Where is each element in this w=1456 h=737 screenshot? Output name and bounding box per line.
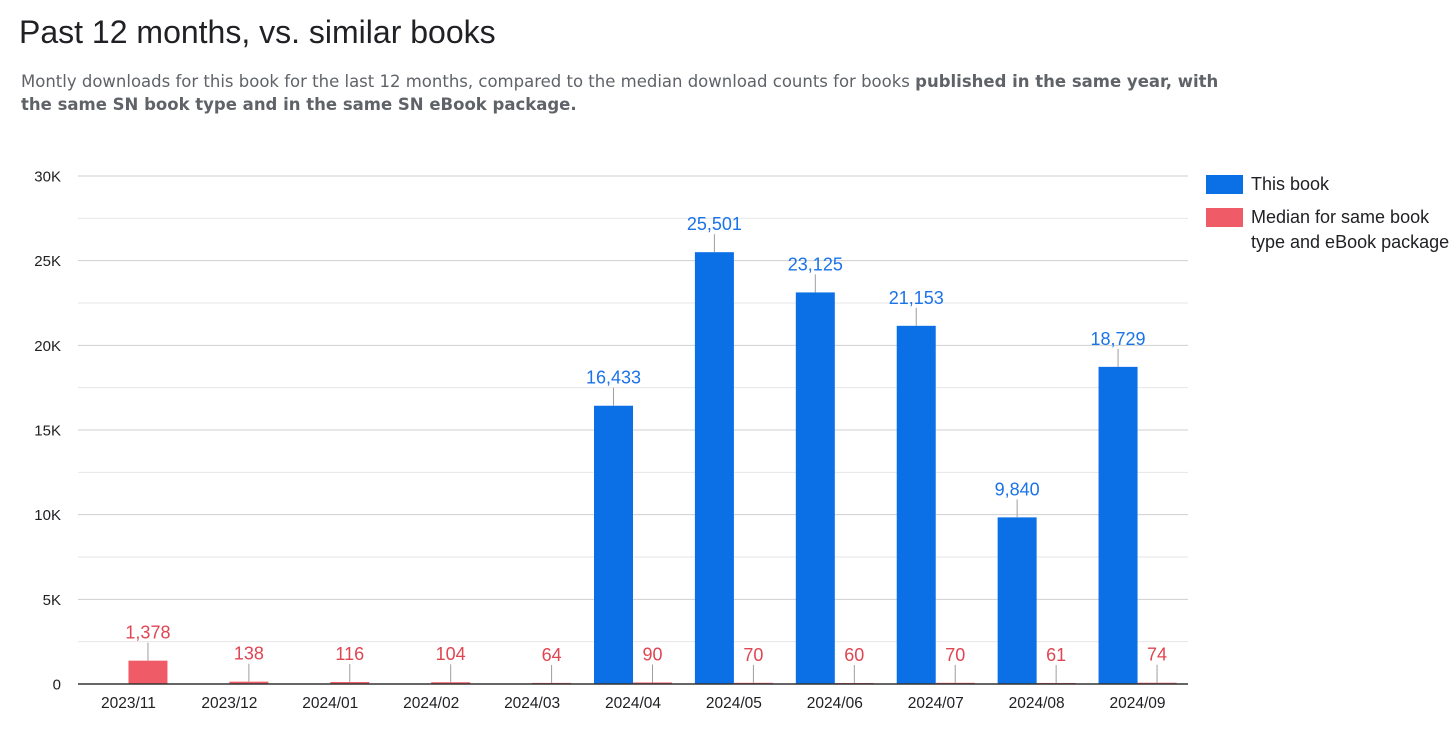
bar-this-book [795, 292, 835, 684]
legend-swatch-this-book [1206, 175, 1243, 194]
bar-median [128, 660, 168, 684]
y-tick-label: 10K [34, 507, 61, 524]
x-tick-label: 2023/12 [201, 695, 257, 712]
subtitle-text: Montly downloads for this book for the l… [21, 72, 916, 91]
bar-chart: 0 5K 10K 15K 20K 25K 30K 1,378 2023/11 138 2023/12… [34, 169, 1188, 712]
data-label-median: 61 [1046, 645, 1066, 665]
data-label-this-book: 25,501 [687, 214, 742, 234]
x-tick-label: 2024/09 [1110, 695, 1166, 712]
legend-item-this-book: This book [1206, 172, 1451, 197]
x-tick-label: 2024/05 [706, 695, 762, 712]
data-label-median: 116 [335, 644, 364, 664]
bar-this-book [896, 325, 936, 684]
bar-this-book [594, 405, 633, 684]
data-label-median: 70 [743, 645, 763, 665]
x-tick-label: 2024/04 [605, 695, 661, 712]
subtitle-emphasis: published in the same year, with the sam… [21, 72, 1219, 114]
data-label-median: 60 [844, 645, 864, 665]
y-tick-label: 20K [34, 338, 61, 355]
y-tick-label: 30K [34, 169, 61, 186]
legend-label-this-book: This book [1251, 174, 1330, 194]
chart-title: Past 12 months, vs. similar books [19, 14, 496, 50]
data-label-this-book: 18,729 [1091, 329, 1146, 349]
x-tick-label: 2024/01 [302, 695, 358, 712]
legend-item-median: Median for same book type and eBook pack… [1206, 205, 1451, 255]
bar-median [229, 681, 269, 684]
bar-median [633, 682, 672, 684]
x-tick-label: 2024/02 [403, 695, 459, 712]
data-label-median: 90 [642, 644, 662, 664]
chart-legend: This book Median for same book type and … [1206, 172, 1451, 263]
bar-median [431, 682, 471, 684]
data-label-this-book: 16,433 [586, 368, 641, 388]
data-label-median: 74 [1147, 645, 1167, 665]
x-tick-label: 2024/03 [504, 695, 560, 712]
data-label-this-book: 21,153 [889, 288, 944, 308]
bar-this-book [1098, 366, 1138, 684]
x-tick-label: 2024/07 [908, 695, 964, 712]
data-label-this-book: 23,125 [788, 254, 843, 274]
data-label-median: 104 [436, 644, 466, 664]
legend-swatch-median [1206, 208, 1243, 227]
x-tick-label: 2023/11 [101, 695, 156, 712]
x-tick-label: 2024/08 [1009, 695, 1065, 712]
chart-subtitle: Montly downloads for this book for the l… [21, 70, 1221, 116]
data-label-median: 70 [945, 645, 965, 665]
y-tick-label: 15K [34, 423, 61, 440]
y-tick-label: 5K [43, 592, 61, 609]
legend-label-median: Median for same book type and eBook pack… [1251, 207, 1450, 252]
x-tick-label: 2024/06 [807, 695, 863, 712]
data-label-median: 1,378 [125, 623, 170, 643]
bar-median [330, 682, 370, 684]
y-tick-label: 25K [34, 253, 61, 270]
y-tick-label: 0 [53, 677, 61, 694]
data-label-median: 64 [542, 645, 562, 665]
data-label-median: 138 [234, 644, 264, 664]
data-label-this-book: 9,840 [995, 479, 1040, 499]
bar-this-book [997, 517, 1037, 684]
bar-this-book [694, 252, 734, 685]
